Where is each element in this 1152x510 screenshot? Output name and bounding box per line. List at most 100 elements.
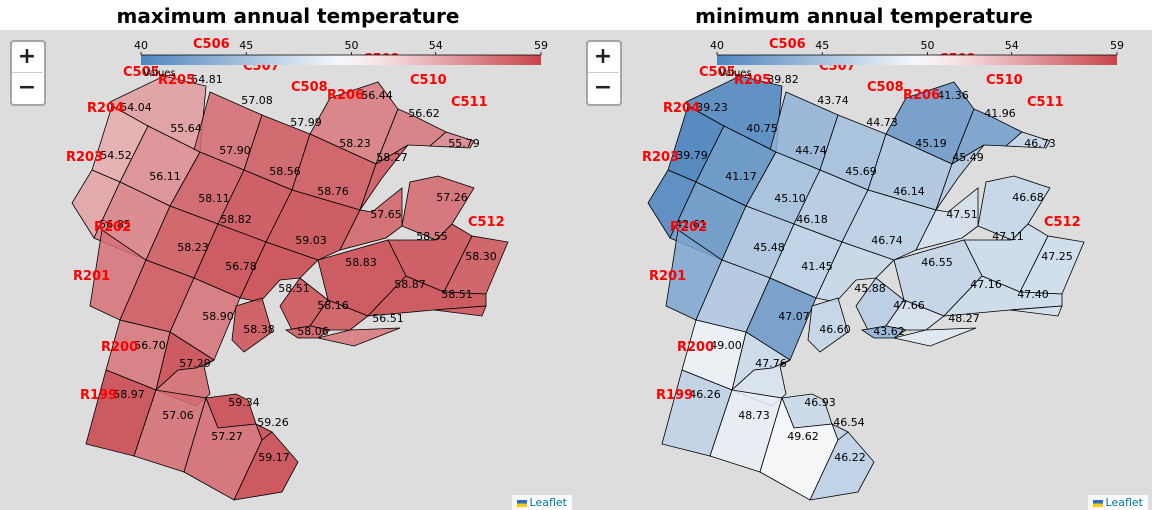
legend-tick-label: 50 bbox=[921, 39, 935, 52]
map-cell[interactable] bbox=[807, 297, 849, 353]
map-cell[interactable] bbox=[841, 189, 937, 261]
region-code-label: R204 bbox=[663, 101, 700, 116]
choropleth-map[interactable]: 54.81 57.08 57.99 56.44 56.62 55.79 54.04 55.64… bbox=[0, 30, 576, 510]
cell-value-label: 54.52 bbox=[100, 149, 132, 162]
cell-value-label: 58.87 bbox=[394, 278, 426, 291]
cell-value-label: 58.90 bbox=[202, 310, 234, 323]
map-cell[interactable] bbox=[1004, 131, 1051, 149]
cell-value-label: 58.06 bbox=[297, 325, 329, 338]
map-cell[interactable] bbox=[433, 305, 487, 317]
cells-layer bbox=[647, 75, 1085, 501]
attribution[interactable]: Leaflet bbox=[1087, 495, 1148, 510]
map-cell[interactable] bbox=[359, 144, 409, 211]
cell-value-label: 41.96 bbox=[984, 107, 1016, 120]
map-cell[interactable] bbox=[339, 187, 403, 251]
map-cell[interactable] bbox=[1009, 305, 1063, 317]
cell-value-label: 43.62 bbox=[873, 325, 905, 338]
region-code-label: C510 bbox=[986, 73, 1023, 88]
legend-tick-label: 45 bbox=[239, 39, 253, 52]
zoom-in-button[interactable]: + bbox=[588, 42, 618, 73]
max-temp-panel: maximum annual temperature 54.81 57.08 57.… bbox=[0, 4, 576, 510]
cell-value-label: 45.48 bbox=[753, 241, 785, 254]
cell-value-label: 58.51 bbox=[441, 288, 473, 301]
map-canvas[interactable]: 54.81 57.08 57.99 56.44 56.62 55.79 54.04 55.64… bbox=[0, 30, 576, 510]
legend-title: Values bbox=[719, 68, 752, 79]
min-temp-panel: minimum annual temperature 39.82 43.74 44.… bbox=[576, 0, 1152, 510]
cell-value-label: 45.10 bbox=[774, 192, 806, 205]
cell-value-label: 41.17 bbox=[725, 170, 757, 183]
cell-value-label: 39.79 bbox=[676, 149, 708, 162]
choropleth-map[interactable]: 39.82 43.74 44.73 41.36 41.96 46.73 39.23 40.75… bbox=[576, 30, 1152, 510]
cell-value-label: 57.29 bbox=[179, 357, 211, 370]
zoom-out-button[interactable]: − bbox=[593, 75, 613, 100]
cell-value-label: 46.18 bbox=[796, 213, 828, 226]
cell-value-label: 46.14 bbox=[893, 185, 925, 198]
cell-value-label: 48.27 bbox=[948, 312, 980, 325]
attribution-link[interactable]: Leaflet bbox=[1105, 496, 1143, 509]
cell-value-label: 57.65 bbox=[370, 208, 402, 221]
region-code-label: C512 bbox=[1044, 215, 1081, 230]
legend-tick-label: 54 bbox=[1005, 39, 1019, 52]
panel-title: minimum annual temperature bbox=[576, 0, 1152, 30]
cell-value-label: 41.45 bbox=[801, 260, 833, 273]
cell-value-label: 54.81 bbox=[191, 73, 223, 86]
cell-value-label: 47.66 bbox=[893, 299, 925, 312]
region-code-label: C506 bbox=[193, 37, 230, 52]
cell-value-label: 41.36 bbox=[937, 89, 969, 102]
flag-icon bbox=[516, 499, 527, 507]
region-code-label: R206 bbox=[903, 88, 940, 103]
attribution-link[interactable]: Leaflet bbox=[529, 496, 567, 509]
cell-value-label: 47.07 bbox=[778, 310, 810, 323]
map-cell[interactable] bbox=[231, 297, 273, 353]
cell-value-label: 46.68 bbox=[1012, 191, 1044, 204]
cell-value-label: 39.82 bbox=[767, 73, 799, 86]
region-code-label: C511 bbox=[451, 95, 488, 110]
map-cell[interactable] bbox=[809, 431, 875, 501]
cell-value-label: 46.93 bbox=[804, 396, 836, 409]
cell-value-label: 55.79 bbox=[448, 137, 480, 150]
region-code-label: R206 bbox=[327, 88, 364, 103]
legend-tick-label: 50 bbox=[345, 39, 359, 52]
map-canvas[interactable]: 39.82 43.74 44.73 41.36 41.96 46.73 39.23 40.75… bbox=[576, 30, 1152, 510]
cell-value-label: 58.27 bbox=[376, 151, 408, 164]
region-code-label: C505 bbox=[123, 65, 160, 80]
color-legend: 40 45 50 54 59 Values bbox=[710, 39, 1124, 79]
map-cell[interactable] bbox=[284, 325, 332, 339]
map-cell[interactable] bbox=[860, 325, 908, 339]
cell-value-label: 46.73 bbox=[1024, 137, 1056, 150]
map-cell[interactable] bbox=[893, 327, 977, 347]
legend-title: Values bbox=[143, 68, 176, 79]
map-cell[interactable] bbox=[317, 327, 401, 347]
zoom-out-button[interactable]: − bbox=[17, 75, 37, 100]
map-cell[interactable] bbox=[233, 431, 299, 501]
cell-value-label: 59.03 bbox=[295, 234, 327, 247]
region-code-label: C511 bbox=[1027, 95, 1064, 110]
cell-value-label: 59.17 bbox=[258, 451, 290, 464]
map-cell[interactable] bbox=[935, 144, 985, 211]
cell-value-label: 58.11 bbox=[198, 192, 230, 205]
cell-value-label: 45.88 bbox=[854, 282, 886, 295]
zoom-control: + − bbox=[586, 40, 622, 106]
cell-value-label: 57.99 bbox=[290, 116, 322, 129]
zoom-in-button[interactable]: + bbox=[12, 42, 42, 73]
cell-value-label: 57.27 bbox=[211, 430, 243, 443]
cell-value-label: 40.75 bbox=[746, 122, 778, 135]
cell-value-label: 47.11 bbox=[992, 230, 1024, 243]
cell-value-label: 42.61 bbox=[675, 218, 707, 231]
region-code-label: C508 bbox=[867, 80, 904, 95]
region-code-labels: C506C507C508C509C510C511C512C505R205R206… bbox=[66, 37, 505, 403]
color-legend: 40 45 50 54 59 Values bbox=[134, 39, 548, 79]
cell-value-label: 57.06 bbox=[162, 409, 194, 422]
map-cell[interactable] bbox=[915, 187, 979, 251]
cell-value-label: 48.73 bbox=[738, 409, 770, 422]
legend-tick-label: 45 bbox=[815, 39, 829, 52]
cell-value-label: 43.74 bbox=[817, 94, 849, 107]
region-code-label: R200 bbox=[101, 340, 138, 355]
cells-layer bbox=[71, 75, 509, 501]
cell-value-label: 59.34 bbox=[228, 396, 260, 409]
map-cell[interactable] bbox=[428, 131, 475, 149]
map-cell[interactable] bbox=[265, 189, 361, 261]
legend-tick-label: 59 bbox=[1110, 39, 1124, 52]
legend-colorbar bbox=[141, 55, 541, 65]
attribution[interactable]: Leaflet bbox=[511, 495, 572, 510]
